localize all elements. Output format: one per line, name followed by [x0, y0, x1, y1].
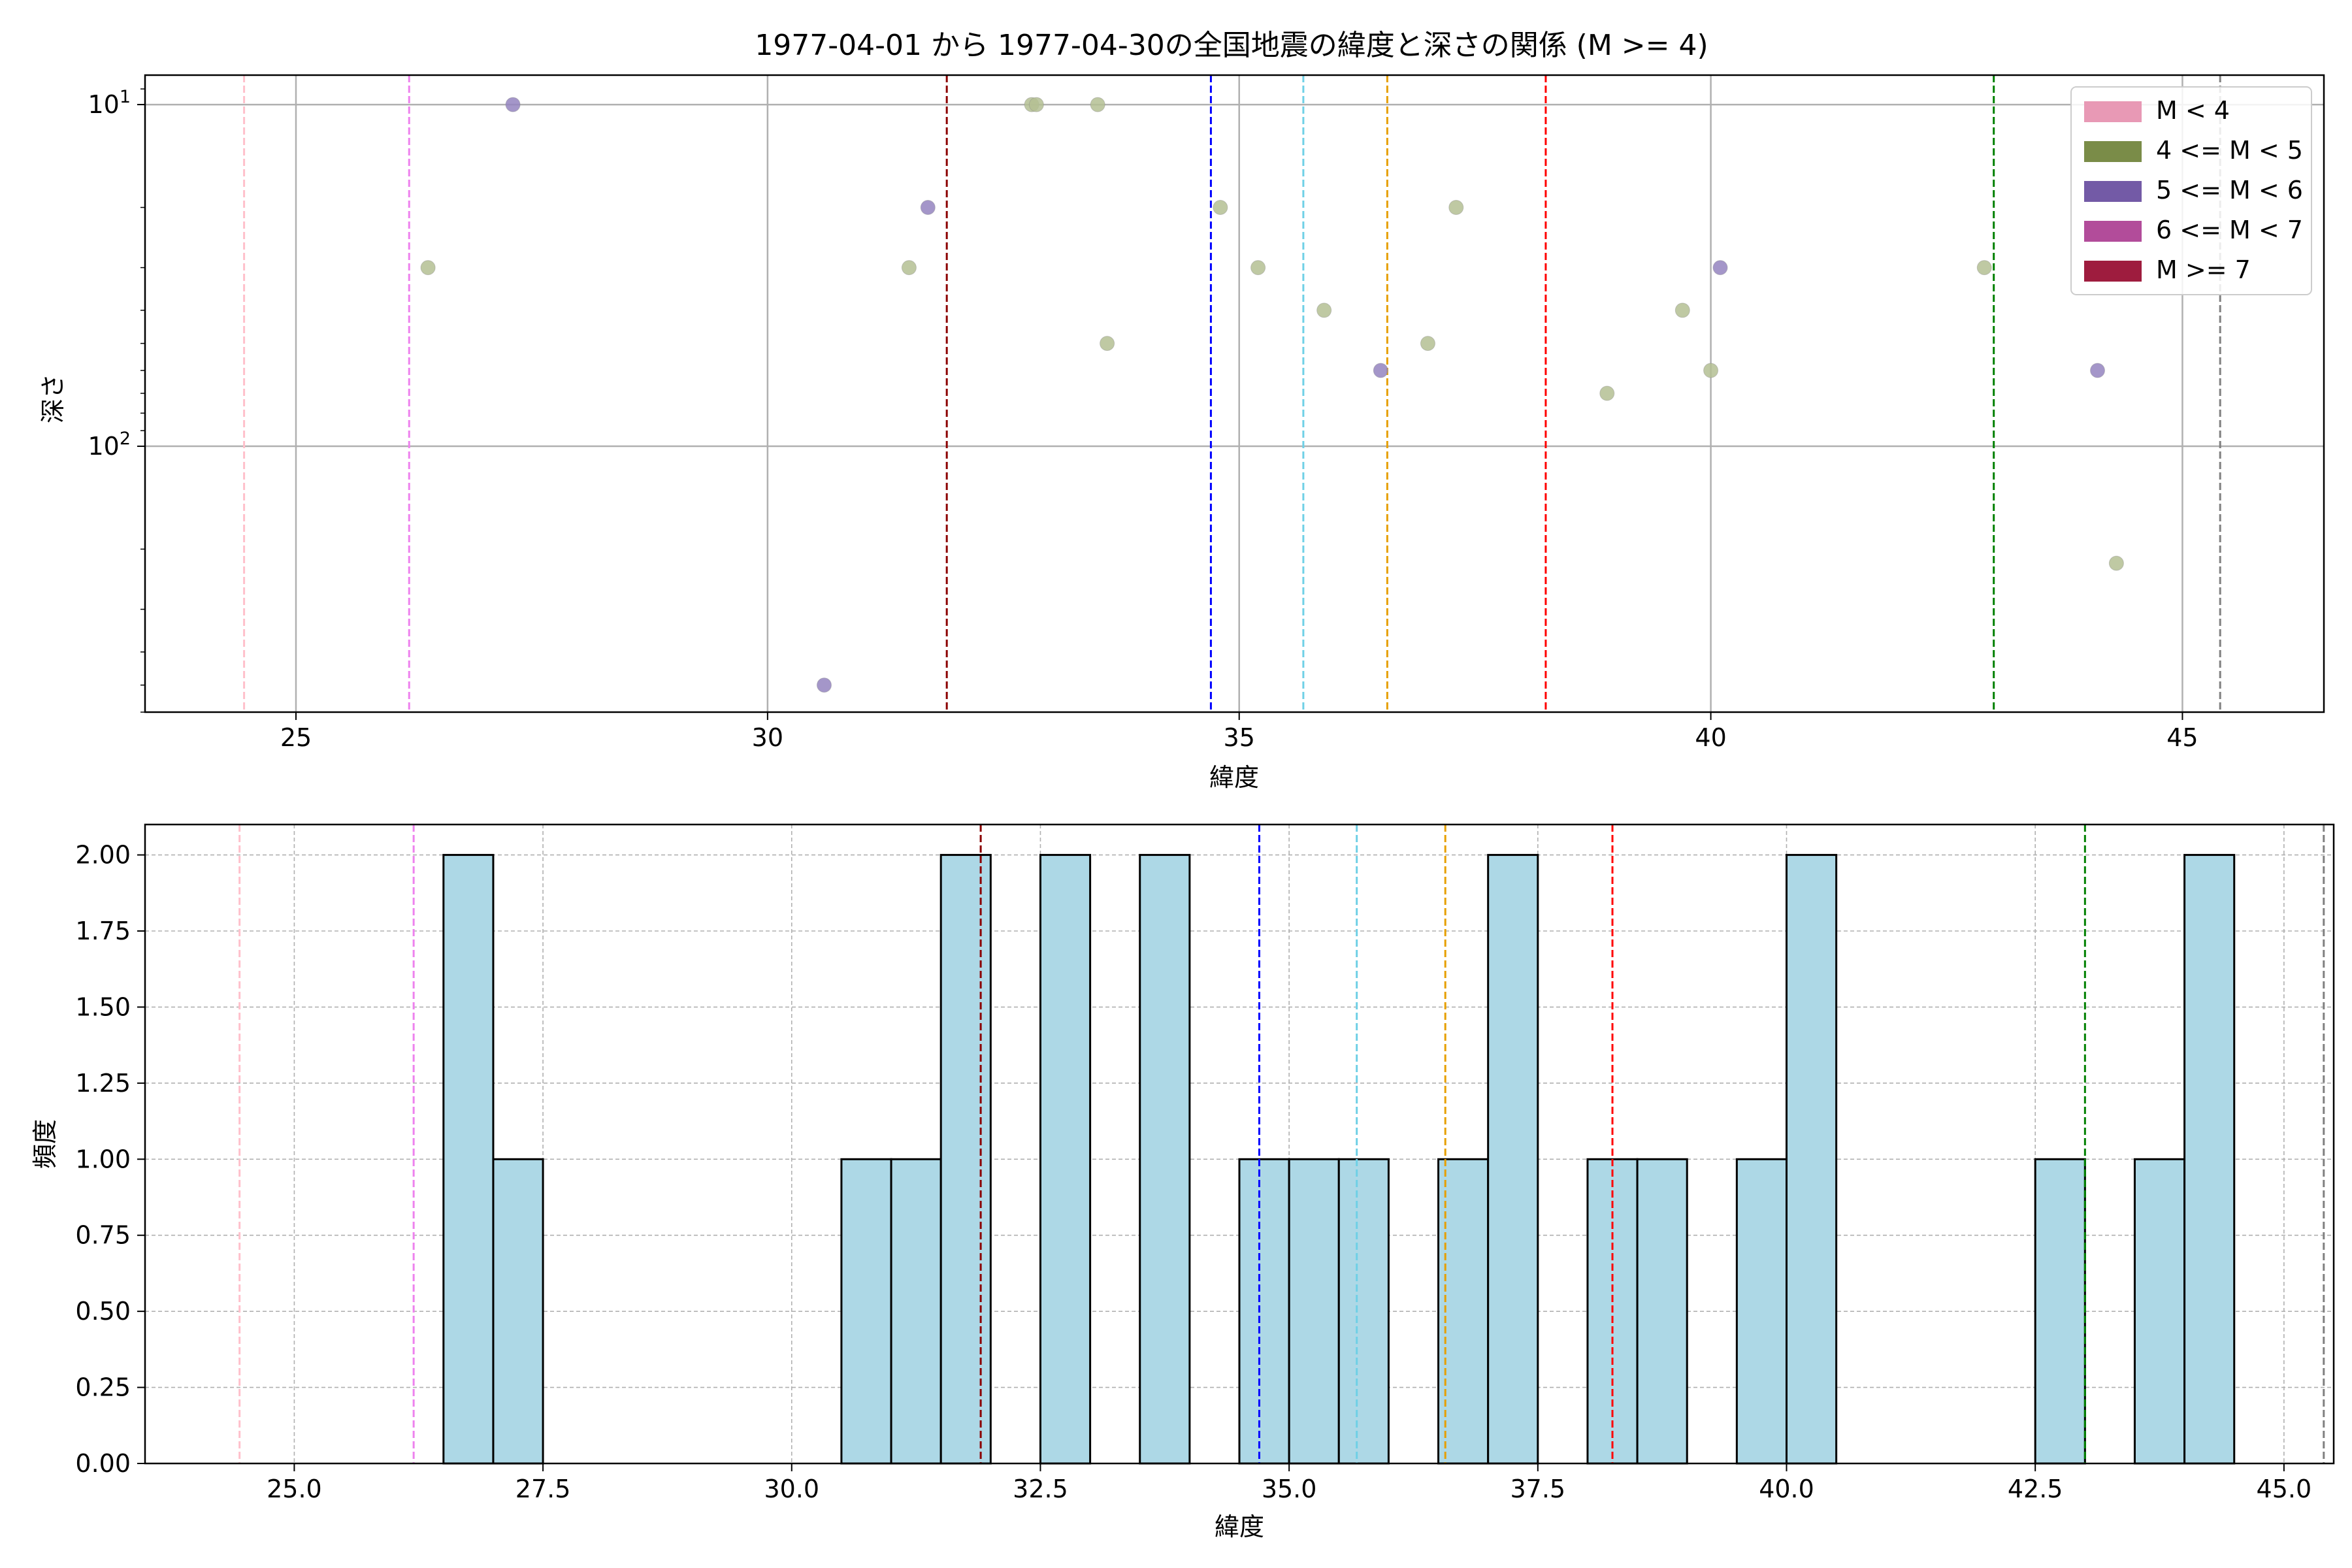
histogram-bar: [2133, 1158, 2186, 1465]
scatter-x-tick-label: 25: [280, 723, 312, 752]
histogram-bar: [890, 1158, 942, 1465]
histogram-y-tick-label: 1.25: [75, 1069, 131, 1098]
histogram-bar: [442, 854, 495, 1465]
scatter-point: [1712, 260, 1728, 276]
histogram-x-tick-label: 30.0: [764, 1475, 819, 1503]
histogram-y-tick-label: 1.50: [75, 992, 131, 1021]
histogram-bar: [1238, 1158, 1290, 1465]
legend-swatch-m-6-7: [2084, 221, 2142, 242]
histogram-x-axis-label: 緯度: [1215, 1512, 1264, 1541]
histogram-x-ticks: 25.0 27.5 30.0 32.5 35.0 37.5 40.0 42.5 45.0: [267, 1463, 2311, 1503]
histogram-y-tick-label: 2.00: [75, 841, 131, 870]
scatter-point: [1599, 385, 1615, 401]
scatter-x-tick-label: 35: [1224, 723, 1255, 752]
scatter-y-ticks: 101 102: [88, 87, 145, 713]
scatter-point: [920, 200, 936, 216]
legend-swatch-m-lt-4: [2084, 101, 2142, 122]
histogram-y-tick-label: 1.75: [75, 917, 131, 945]
histogram-bar: [1786, 854, 1838, 1465]
scatter-x-ticks: 25 30 35 40 45: [280, 712, 2198, 752]
histogram-bar: [1487, 854, 1539, 1465]
scatter-point: [1420, 336, 1435, 351]
histogram-y-tick-label: 0.75: [75, 1221, 131, 1250]
scatter-point: [1250, 260, 1266, 276]
chart-title: 1977-04-01 から 1977-04-30の全国地震の緯度と深さの関係 (…: [755, 29, 1708, 62]
scatter-x-tick-label: 45: [2166, 723, 2198, 752]
histogram-x-tick-label: 42.5: [2008, 1475, 2063, 1503]
histogram-x-tick-label: 35.0: [1262, 1475, 1317, 1503]
scatter-x-tick-label: 40: [1695, 723, 1726, 752]
scatter-point: [1703, 363, 1719, 378]
scatter-point: [2108, 555, 2124, 571]
histogram-bar: [1039, 854, 1092, 1465]
histogram-bar: [1337, 1158, 1390, 1465]
histogram-y-tick-label: 1.00: [75, 1145, 131, 1173]
legend-swatch-m-4-5: [2084, 141, 2142, 162]
scatter-y-axis-label: 深さ: [39, 374, 67, 423]
scatter-point: [901, 260, 917, 276]
scatter-y-tick-label: 101: [88, 87, 131, 119]
histogram-x-tick-label: 37.5: [1511, 1475, 1566, 1503]
scatter-point: [505, 97, 521, 112]
histogram-x-tick-label: 25.0: [267, 1475, 322, 1503]
histogram-bar: [840, 1158, 892, 1465]
histogram-y-tick-label: 0.25: [75, 1373, 131, 1402]
scatter-point: [1090, 97, 1105, 112]
legend-swatch-m-ge-7: [2084, 261, 2142, 282]
histogram-y-tick-label: 0.00: [75, 1449, 131, 1478]
histogram-reference-lines: [238, 825, 2325, 1463]
scatter-point: [1213, 200, 1228, 216]
scatter-point: [1316, 302, 1332, 318]
scatter-panel: 1977-04-01 から 1977-04-30の全国地震の緯度と深さの関係 (…: [39, 29, 2325, 792]
legend-swatch-m-5-6: [2084, 181, 2142, 202]
scatter-point: [1028, 97, 1044, 112]
histogram-x-tick-label: 27.5: [515, 1475, 571, 1503]
legend-label-m-6-7: 6 <= M < 7: [2156, 216, 2303, 244]
scatter-point: [1976, 260, 1992, 276]
histogram-bar: [492, 1158, 544, 1465]
histogram-y-tick-label: 0.50: [75, 1297, 131, 1326]
scatter-points: [420, 97, 2124, 693]
histogram-bar: [2183, 854, 2236, 1465]
scatter-x-axis-label: 緯度: [1209, 763, 1259, 792]
histogram-y-ticks: 0.00 0.25 0.50 0.75 1.00 1.25 1.50 1.75 2.00: [75, 841, 145, 1478]
scatter-reference-lines: [243, 75, 2221, 712]
histogram-x-tick-label: 40.0: [1759, 1475, 1814, 1503]
histogram-bar: [1636, 1158, 1688, 1465]
histogram-bars: [442, 854, 2236, 1465]
histogram-axes-frame: [144, 823, 2335, 1465]
histogram-panel: 25.0 27.5 30.0 32.5 35.0 37.5 40.0 42.5 45.0 0.0…: [31, 823, 2335, 1541]
scatter-point: [420, 260, 436, 276]
histogram-bar: [939, 854, 992, 1465]
legend-label-m-ge-7: M >= 7: [2156, 255, 2251, 284]
histogram-x-tick-label: 32.5: [1013, 1475, 1068, 1503]
scatter-point: [816, 678, 832, 693]
scatter-y-tick-label: 102: [88, 429, 131, 461]
legend-label-m-lt-4: M < 4: [2156, 96, 2230, 125]
scatter-point: [1373, 363, 1388, 378]
histogram-x-tick-label: 45.0: [2257, 1475, 2312, 1503]
legend-label-m-4-5: 4 <= M < 5: [2156, 136, 2303, 165]
legend-frame: [2070, 86, 2312, 295]
scatter-point: [1674, 302, 1690, 318]
scatter-point: [1448, 200, 1464, 216]
scatter-point: [1100, 336, 1115, 351]
scatter-x-tick-label: 30: [752, 723, 783, 752]
scatter-point: [2090, 363, 2106, 378]
histogram-bar: [1288, 1158, 1340, 1465]
histogram-y-axis-label: 頻度: [31, 1119, 59, 1169]
histogram-bar: [2034, 1158, 2086, 1465]
histogram-bar: [1735, 1158, 1788, 1465]
legend: M < 4 4 <= M < 5 5 <= M < 6 6 <= M < 7 M…: [2070, 86, 2312, 295]
histogram-bar: [1139, 854, 1191, 1465]
histogram-bar: [1437, 1158, 1490, 1465]
legend-label-m-5-6: 5 <= M < 6: [2156, 176, 2303, 204]
